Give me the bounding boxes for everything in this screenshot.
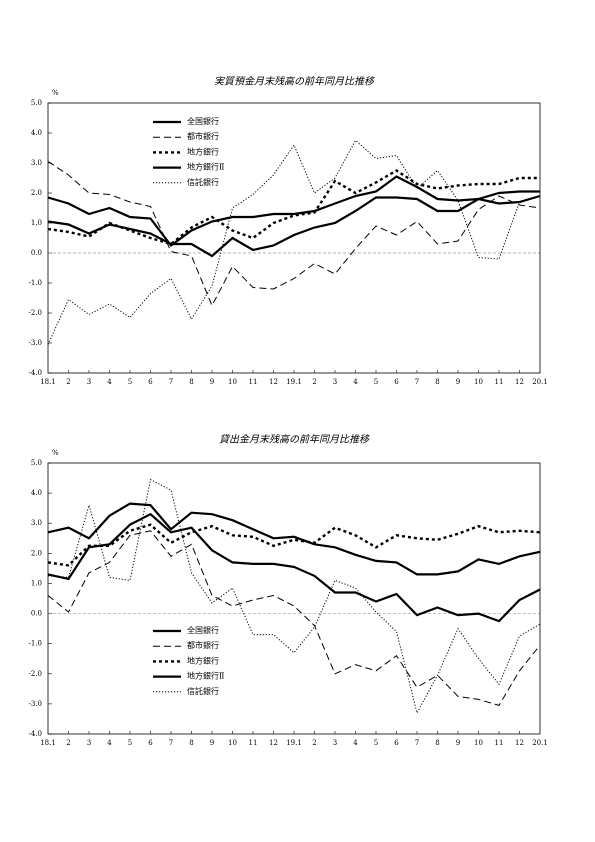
x-tick-label: 6: [394, 378, 399, 386]
x-tick-label: 6: [148, 739, 153, 747]
y-tick-label: -3.0: [29, 700, 43, 708]
legend-label: 信託銀行: [187, 686, 219, 696]
x-tick-label: 5: [374, 739, 378, 747]
x-tick-label: 10: [474, 739, 483, 747]
y-tick-label: 4.0: [31, 129, 42, 137]
x-tick-label: 18.1: [40, 378, 56, 386]
x-tick-label: 7: [169, 378, 173, 386]
y-tick-label: -4.0: [29, 730, 43, 738]
y-tick-label: 1.0: [31, 579, 42, 587]
series-line: [47, 512, 541, 623]
legend-label: 地方銀行Ⅱ: [187, 671, 224, 681]
series-line: [47, 502, 541, 576]
chart-title: 貸出金月末残高の前年同月比推移: [219, 434, 370, 446]
x-tick-label: 9: [456, 739, 460, 747]
legend-label: 全国銀行: [187, 116, 219, 126]
series-line: [47, 169, 540, 246]
x-tick-label: 3: [87, 378, 91, 386]
legend-label: 地方銀行: [187, 655, 219, 665]
y-tick-label: 0.0: [31, 249, 42, 257]
y-tick-label: 0.0: [31, 610, 42, 618]
x-tick-label: 20.1: [532, 378, 548, 386]
x-tick-label: 20.1: [532, 739, 548, 747]
y-tick-label: -4.0: [29, 369, 43, 377]
series-line: [47, 139, 541, 345]
y-tick-label: -2.0: [29, 670, 43, 678]
x-tick-label: 6: [148, 378, 153, 386]
legend-label: 都市銀行: [187, 131, 219, 141]
x-tick-label: 7: [415, 739, 419, 747]
chart-title: 実質預金月末残高の前年同月比推移: [214, 76, 375, 88]
x-tick-label: 18.1: [40, 739, 56, 747]
plot-frame: [47, 462, 541, 735]
x-tick-label: 10: [228, 739, 237, 747]
x-tick-label: 11: [495, 739, 504, 747]
x-tick-label: 5: [128, 739, 132, 747]
x-tick-label: 10: [474, 378, 483, 386]
y-tick-label: 4.0: [31, 489, 42, 497]
legend-label: 全国銀行: [187, 625, 219, 635]
legend-label: 地方銀行Ⅱ: [187, 162, 224, 172]
legend-label: 地方銀行: [187, 146, 219, 156]
x-tick-label: 9: [210, 378, 214, 386]
x-tick-label: 9: [456, 378, 460, 386]
x-tick-label: 10: [228, 378, 237, 386]
x-tick-label: 11: [495, 378, 504, 386]
y-unit: %: [52, 449, 59, 457]
x-tick-label: 11: [249, 378, 258, 386]
y-tick-label: 5.0: [31, 99, 42, 107]
x-tick-label: 6: [394, 739, 399, 747]
y-tick-label: 3.0: [31, 159, 42, 167]
x-tick-label: 4: [353, 739, 358, 747]
x-tick-label: 8: [189, 739, 193, 747]
legend-label: 信託銀行: [187, 177, 219, 187]
x-tick-label: 12: [515, 378, 524, 386]
y-tick-label: -3.0: [29, 339, 43, 347]
series-line: [47, 530, 541, 706]
plot-frame: [47, 102, 541, 374]
x-tick-label: 2: [312, 739, 316, 747]
y-tick-label: 1.0: [31, 219, 42, 227]
y-tick-label: 3.0: [31, 519, 42, 527]
series-line: [47, 190, 540, 258]
x-tick-label: 5: [374, 378, 378, 386]
y-tick-label: -1.0: [29, 279, 43, 287]
x-tick-label: 19.1: [286, 378, 302, 386]
x-tick-label: 9: [210, 739, 214, 747]
x-tick-label: 2: [312, 378, 316, 386]
x-tick-label: 7: [415, 378, 419, 386]
y-unit: %: [52, 89, 59, 97]
x-tick-label: 3: [87, 739, 91, 747]
x-tick-label: 3: [333, 378, 337, 386]
x-tick-label: 2: [66, 378, 70, 386]
x-tick-label: 4: [107, 739, 112, 747]
series-line: [47, 161, 541, 307]
x-tick-label: 4: [353, 378, 358, 386]
x-tick-label: 5: [128, 378, 132, 386]
series-line: [47, 523, 541, 567]
series-line: [47, 175, 541, 248]
y-tick-label: 2.0: [31, 549, 42, 557]
x-tick-label: 3: [333, 739, 337, 747]
x-tick-label: 2: [66, 739, 70, 747]
x-tick-label: 12: [515, 739, 524, 747]
y-tick-label: -1.0: [29, 640, 43, 648]
y-tick-label: 2.0: [31, 189, 42, 197]
x-tick-label: 11: [249, 739, 258, 747]
y-tick-label: -2.0: [29, 309, 43, 317]
series-line: [47, 478, 541, 715]
x-tick-label: 8: [435, 739, 439, 747]
x-tick-label: 8: [189, 378, 193, 386]
x-tick-label: 7: [169, 739, 173, 747]
y-tick-label: 5.0: [31, 459, 42, 467]
x-tick-label: 8: [435, 378, 439, 386]
x-tick-label: 12: [269, 739, 278, 747]
x-tick-label: 4: [107, 378, 112, 386]
x-tick-label: 19.1: [286, 739, 302, 747]
x-tick-label: 12: [269, 378, 278, 386]
legend-label: 都市銀行: [187, 640, 219, 650]
